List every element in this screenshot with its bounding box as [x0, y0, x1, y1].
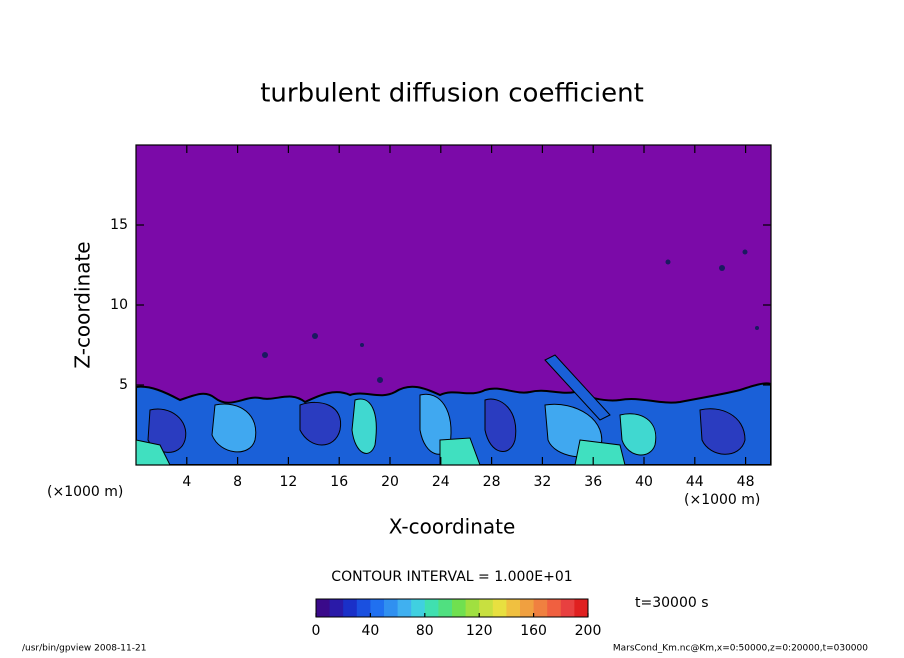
colorbar-tick-label: 160 [520, 623, 547, 639]
footer-left: /usr/bin/gpview 2008-11-21 [22, 644, 146, 654]
contour-interval: CONTOUR INTERVAL = 1.000E+01 [331, 569, 572, 585]
colorbar-tick-label: 40 [361, 623, 379, 639]
colorbar-segment [411, 599, 426, 617]
colorbar-segment [370, 599, 385, 617]
x-axis-label: X-coordinate [389, 515, 516, 539]
y-tick-label: 10 [110, 297, 128, 313]
colorbar-segment [384, 599, 399, 617]
x-unit-label: (×1000 m) [47, 484, 123, 500]
colorbar-segment [506, 599, 521, 617]
colorbar-segment [356, 599, 371, 617]
chart-title: turbulent diffusion coefficient [260, 79, 644, 109]
x-tick-label: 4 [182, 474, 191, 490]
colorbar-segment [424, 599, 439, 617]
colorbar-tick-label: 200 [575, 623, 602, 639]
x-tick-label: 12 [279, 474, 297, 490]
y-tick-label: 15 [110, 217, 128, 233]
colorbar-segment [465, 599, 480, 617]
colorbar-tick-label: 120 [466, 623, 493, 639]
x-unit-label: (×1000 m) [684, 492, 760, 508]
colorbar-segment [397, 599, 412, 617]
colorbar-segment [479, 599, 494, 617]
colorbar-segment [492, 599, 507, 617]
x-tick-label: 36 [584, 474, 602, 490]
x-tick-label: 20 [381, 474, 399, 490]
colorbar-segment [452, 599, 467, 617]
colorbar-segment [547, 599, 562, 617]
x-tick-label: 16 [330, 474, 348, 490]
turbulent-field [136, 249, 771, 465]
x-tick-label: 8 [233, 474, 242, 490]
colorbar-frame [315, 598, 589, 618]
colorbar-segment [533, 599, 548, 617]
x-tick-label: 48 [737, 474, 755, 490]
x-tick-label: 40 [635, 474, 653, 490]
time-label: t=30000 s [635, 595, 709, 611]
colorbar-segment [438, 599, 453, 617]
x-tick-label: 44 [686, 474, 704, 490]
colorbar-segment [316, 599, 331, 617]
y-tick-label: 5 [119, 377, 128, 393]
colorbar-segment [560, 599, 575, 617]
colorbar-segment [329, 599, 344, 617]
y-axis-label: Z-coordinate [71, 241, 95, 368]
colorbar-tick-label: 80 [416, 623, 434, 639]
footer-right: MarsCond_Km.nc@Km,x=0:50000,z=0:20000,t=… [613, 644, 868, 654]
colorbar-segment [343, 599, 358, 617]
colorbar-segment [520, 599, 535, 617]
colorbar-segment [574, 599, 589, 617]
colorbar-tick-label: 0 [312, 623, 321, 639]
x-tick-label: 24 [432, 474, 450, 490]
x-tick-label: 28 [483, 474, 501, 490]
x-tick-label: 32 [533, 474, 551, 490]
